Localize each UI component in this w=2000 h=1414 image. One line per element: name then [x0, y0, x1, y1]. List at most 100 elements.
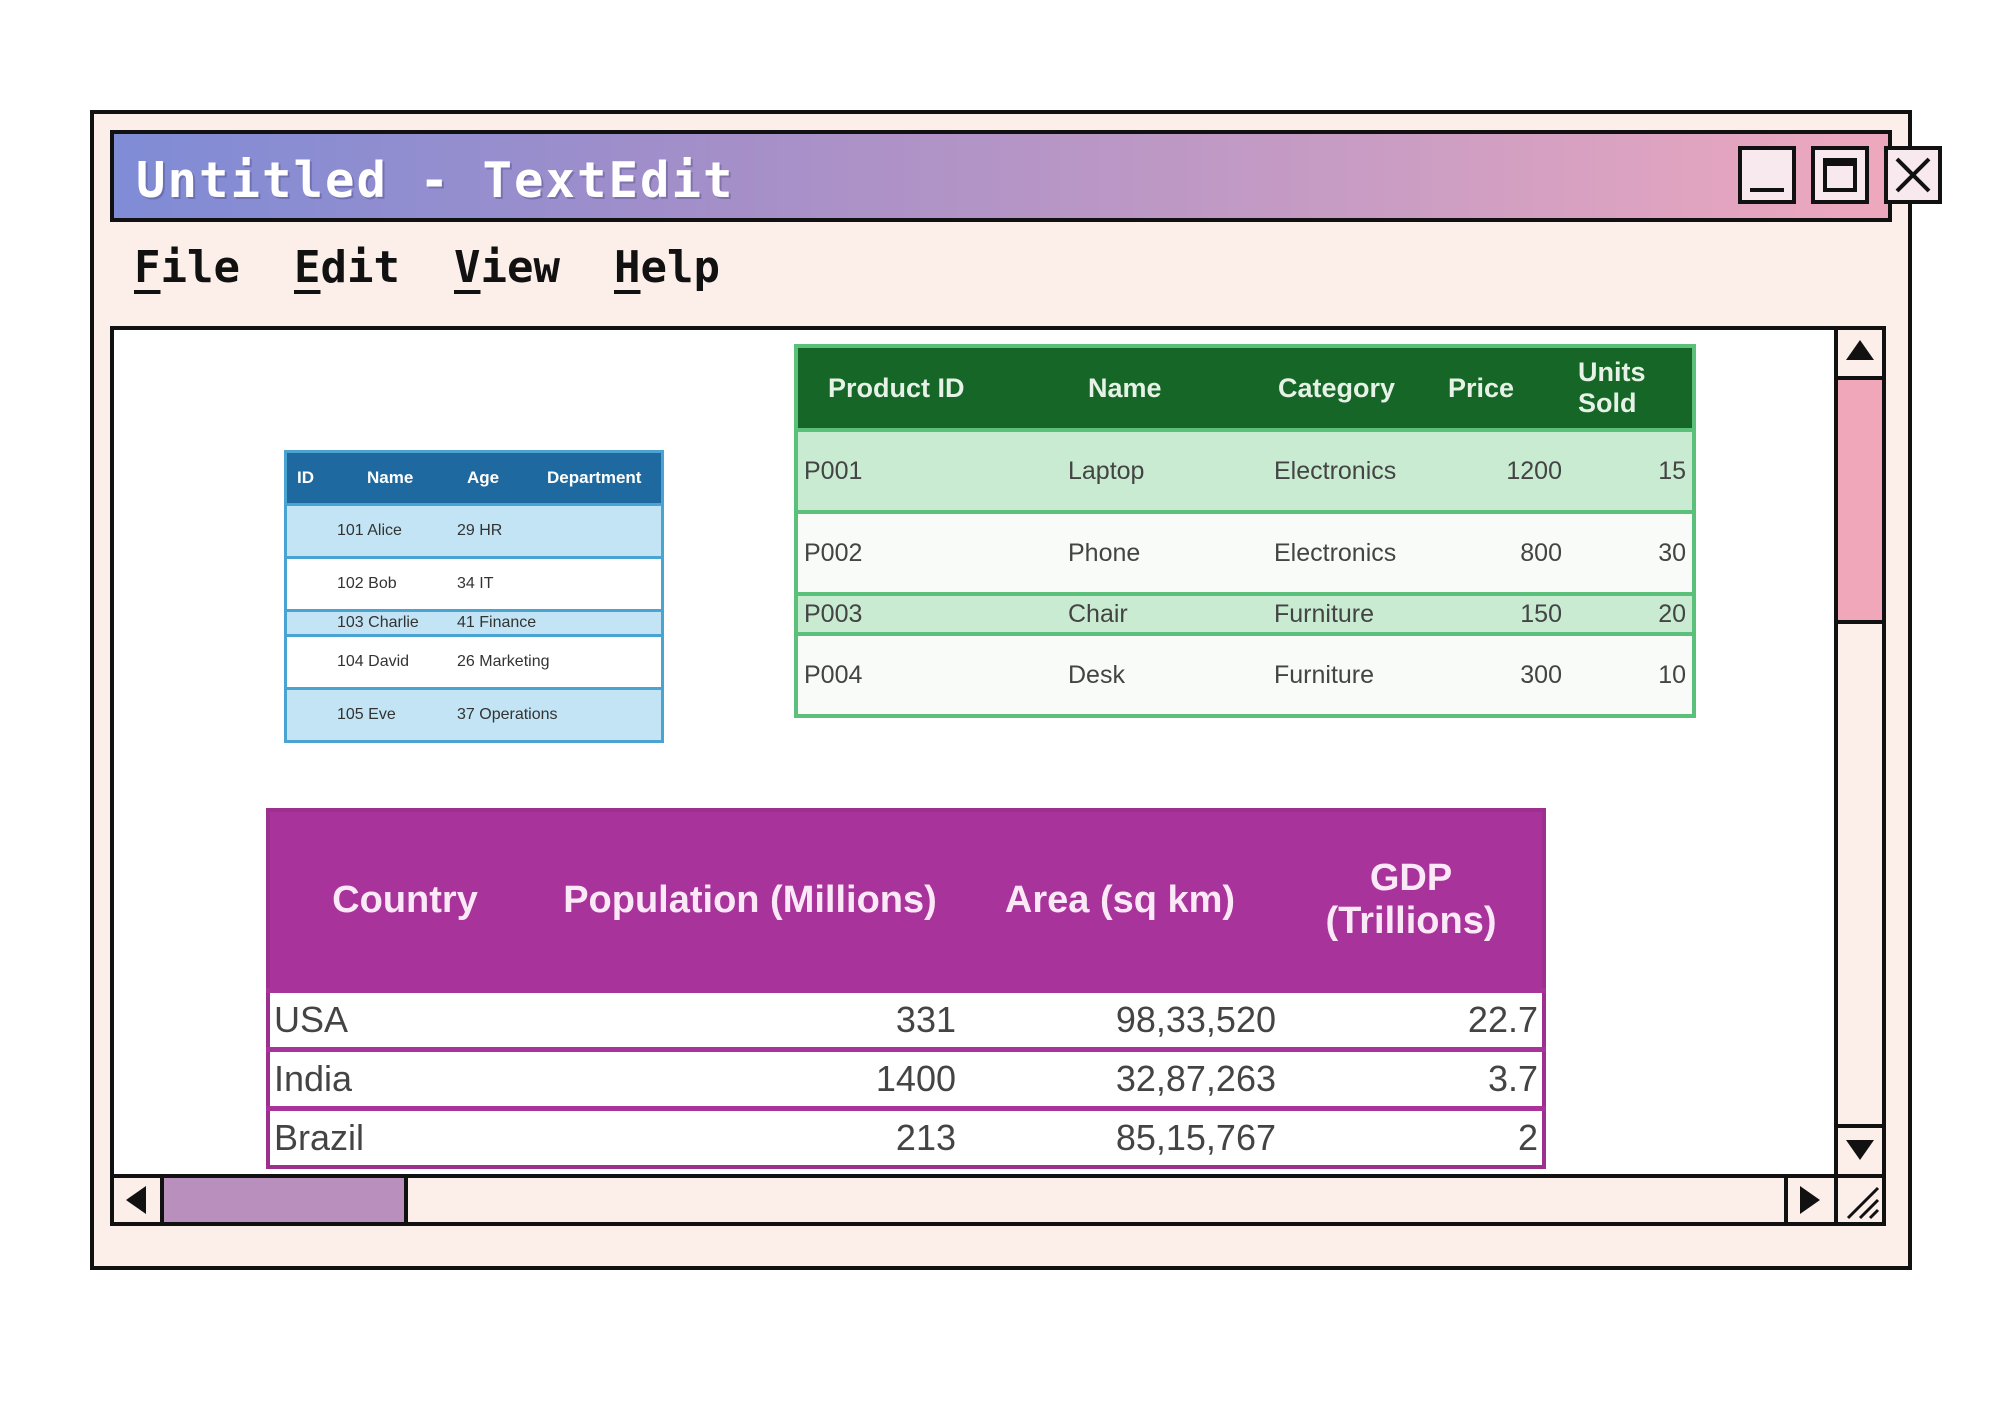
- arrow-down-icon: [1846, 1140, 1874, 1160]
- table-cell: 102 Bob: [285, 556, 457, 611]
- table-cell: Desk: [1038, 632, 1268, 716]
- scroll-down-button[interactable]: [1838, 1124, 1882, 1174]
- table-cell: P003: [796, 592, 1038, 634]
- arrow-right-icon: [1800, 1186, 1820, 1214]
- table-row: P004 Desk Furniture 300 10: [796, 632, 1694, 716]
- employees-table: ID Name Age Department 101 Alice 29 HR 1…: [284, 450, 664, 743]
- table-cell: 103 Charlie: [285, 609, 457, 636]
- column-header: Department: [537, 451, 663, 505]
- table-cell: P004: [796, 632, 1038, 716]
- table-cell: 1400: [540, 1047, 960, 1109]
- table-header-row: ID Name Age Department: [285, 451, 663, 505]
- column-header: ID: [285, 451, 357, 505]
- table-cell: 101 Alice: [285, 503, 457, 558]
- menu-edit[interactable]: Edit: [294, 242, 400, 293]
- countries-table: Country Population (Millions) Area (sq k…: [266, 808, 1546, 1169]
- table-cell: Electronics: [1268, 510, 1438, 594]
- table-cell: 30: [1568, 510, 1694, 594]
- column-header: GDP (Trillions): [1280, 810, 1544, 991]
- maximize-button[interactable]: [1811, 146, 1869, 204]
- maximize-icon: [1823, 158, 1857, 192]
- table-row: P001 Laptop Electronics 1200 15: [796, 428, 1694, 512]
- menu-view[interactable]: View: [454, 242, 560, 293]
- scroll-right-button[interactable]: [1784, 1178, 1834, 1222]
- table-cell: 213: [540, 1106, 960, 1167]
- scroll-up-button[interactable]: [1838, 330, 1882, 380]
- menu-file[interactable]: File: [134, 242, 240, 293]
- table-row: India 1400 32,87,263 3.7: [268, 1047, 1544, 1109]
- resize-grip[interactable]: [1834, 1178, 1882, 1222]
- table-header-row: Product ID Name Category Price Units Sol…: [796, 346, 1694, 430]
- table-cell: Furniture: [1268, 632, 1438, 716]
- menu-help[interactable]: Help: [614, 242, 720, 293]
- window-title: Untitled - TextEdit: [136, 152, 735, 209]
- table-cell: 34 IT: [457, 556, 663, 611]
- table-cell: 150: [1438, 592, 1568, 634]
- column-header: Product ID: [796, 346, 1038, 430]
- table-cell: 1200: [1438, 428, 1568, 512]
- table-row: 103 Charlie 41 Finance: [285, 609, 663, 636]
- table-row: 102 Bob 34 IT: [285, 556, 663, 611]
- horizontal-scrollbar[interactable]: [114, 1174, 1882, 1222]
- table-row: P003 Chair Furniture 150 20: [796, 592, 1694, 634]
- column-header: Area (sq km): [960, 810, 1280, 991]
- document-area[interactable]: ID Name Age Department 101 Alice 29 HR 1…: [110, 326, 1886, 1226]
- table-row: P002 Phone Electronics 800 30: [796, 510, 1694, 594]
- table-cell: Brazil: [268, 1106, 540, 1167]
- arrow-up-icon: [1846, 340, 1874, 360]
- column-header: Age: [457, 451, 537, 505]
- title-bar[interactable]: Untitled - TextEdit: [110, 130, 1942, 222]
- table-cell: 105 Eve: [285, 687, 457, 742]
- table-row: 104 David 26 Marketing: [285, 634, 663, 689]
- table-row: Brazil 213 85,15,767 2: [268, 1106, 1544, 1167]
- close-button[interactable]: [1884, 146, 1942, 204]
- minimize-icon: [1750, 188, 1784, 192]
- table-cell: 32,87,263: [960, 1047, 1280, 1109]
- table-cell: 800: [1438, 510, 1568, 594]
- table-cell: USA: [268, 988, 540, 1050]
- table-cell: 104 David: [285, 634, 457, 689]
- table-cell: 331: [540, 988, 960, 1050]
- vertical-scrollbar[interactable]: [1834, 330, 1882, 1174]
- table-cell: 300: [1438, 632, 1568, 716]
- table-cell: India: [268, 1047, 540, 1109]
- table-cell: P002: [796, 510, 1038, 594]
- table-cell: 29 HR: [457, 503, 663, 558]
- close-icon: [1895, 157, 1931, 193]
- table-header-row: Country Population (Millions) Area (sq k…: [268, 810, 1544, 991]
- table-row: 101 Alice 29 HR: [285, 503, 663, 558]
- table-cell: Furniture: [1268, 592, 1438, 634]
- vertical-scroll-thumb[interactable]: [1838, 380, 1882, 624]
- minimize-button[interactable]: [1738, 146, 1796, 204]
- arrow-left-icon: [126, 1186, 146, 1214]
- column-header: Country: [268, 810, 540, 991]
- table-cell: Electronics: [1268, 428, 1438, 512]
- table-cell: 98,33,520: [960, 988, 1280, 1050]
- table-cell: 15: [1568, 428, 1694, 512]
- textedit-window: Untitled - TextEdit File Edit View Help …: [90, 110, 1942, 1270]
- table-cell: 2: [1280, 1106, 1544, 1167]
- column-header: Price: [1438, 346, 1568, 430]
- table-cell: 22.7: [1280, 988, 1544, 1050]
- column-header: Category: [1268, 346, 1438, 430]
- table-cell: 41 Finance: [457, 609, 663, 636]
- table-cell: Laptop: [1038, 428, 1268, 512]
- horizontal-scroll-thumb[interactable]: [164, 1178, 408, 1222]
- products-table: Product ID Name Category Price Units Sol…: [794, 344, 1696, 718]
- table-cell: 20: [1568, 592, 1694, 634]
- table-cell: 85,15,767: [960, 1106, 1280, 1167]
- table-cell: 26 Marketing: [457, 634, 663, 689]
- table-cell: Chair: [1038, 592, 1268, 634]
- table-cell: 10: [1568, 632, 1694, 716]
- table-cell: 37 Operations: [457, 687, 663, 742]
- table-row: 105 Eve 37 Operations: [285, 687, 663, 742]
- resize-grip-icon: [1846, 1186, 1880, 1220]
- column-header: Name: [357, 451, 457, 505]
- scroll-left-button[interactable]: [114, 1178, 164, 1222]
- column-header: Population (Millions): [540, 810, 960, 991]
- column-header: Name: [1038, 346, 1268, 430]
- table-row: USA 331 98,33,520 22.7: [268, 988, 1544, 1050]
- table-cell: 3.7: [1280, 1047, 1544, 1109]
- column-header: Units Sold: [1568, 346, 1694, 430]
- table-cell: Phone: [1038, 510, 1268, 594]
